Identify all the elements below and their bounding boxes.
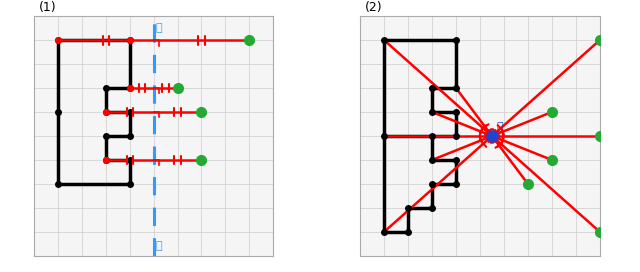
Text: (2): (2) [365, 1, 383, 14]
Text: イ: イ [156, 241, 163, 251]
Text: ウ: ウ [497, 122, 504, 132]
Text: ア: ア [156, 23, 163, 33]
Text: (1): (1) [38, 1, 56, 14]
